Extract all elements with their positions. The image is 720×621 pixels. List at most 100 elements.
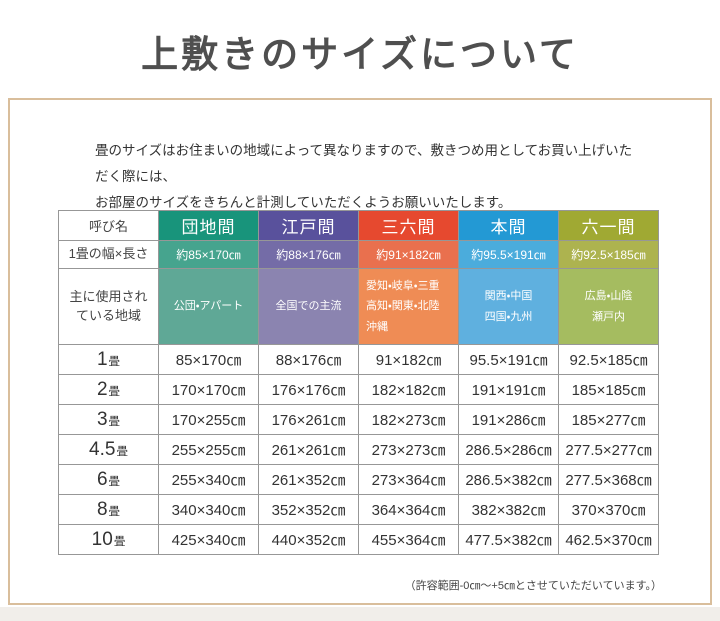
mat-count: 8: [96, 498, 108, 520]
tatami-size-table: 呼び名 団地間 江戸間 三六間 本間 六一間 1畳の幅×長さ 約85×170㎝ …: [58, 210, 659, 555]
cell-2jo-danchima: 170×170㎝: [158, 374, 259, 405]
cell-4-5jo-rokuichima: 277.5×277㎝: [558, 434, 659, 465]
cell-1jo-honma: 95.5×191㎝: [458, 344, 559, 375]
cell-3jo-rokuichima: 185×277㎝: [558, 404, 659, 435]
cell-3jo-honma: 191×286㎝: [458, 404, 559, 435]
one-mat-size-rokuichima: 約92.5×185㎝: [558, 240, 659, 269]
one-mat-size-label: 1畳の幅×長さ: [58, 240, 159, 269]
cell-2jo-rokuichima: 185×185㎝: [558, 374, 659, 405]
column-header-rokuichima: 六一間: [558, 210, 659, 241]
row-label-8jo: 8畳: [58, 494, 159, 525]
mat-unit: 畳: [108, 505, 121, 518]
regions-edoma: 全国での主流: [258, 268, 359, 345]
cell-3jo-sanrokuma: 182×273㎝: [358, 404, 459, 435]
row-4-5jo: 4.5畳 255×255㎝ 261×261㎝ 273×273㎝ 286.5×28…: [58, 434, 659, 465]
cell-6jo-sanrokuma: 273×364㎝: [358, 464, 459, 495]
cell-6jo-edoma: 261×352㎝: [258, 464, 359, 495]
region-line: 四国・九州: [484, 310, 533, 323]
mat-count: 3: [96, 408, 108, 430]
mat-count: 2: [96, 378, 108, 400]
cell-1jo-sanrokuma: 91×182㎝: [358, 344, 459, 375]
mat-unit: 畳: [108, 475, 121, 488]
cell-4-5jo-edoma: 261×261㎝: [258, 434, 359, 465]
cell-1jo-danchima: 85×170㎝: [158, 344, 259, 375]
cell-10jo-honma: 477.5×382㎝: [458, 524, 559, 555]
row-3jo: 3畳 170×255㎝ 176×261㎝ 182×273㎝ 191×286㎝ 1…: [58, 404, 659, 435]
one-mat-size-sanrokuma: 約91×182㎝: [358, 240, 459, 269]
column-header-honma: 本間: [458, 210, 559, 241]
cell-6jo-danchima: 255×340㎝: [158, 464, 259, 495]
cell-8jo-honma: 382×382㎝: [458, 494, 559, 525]
table-header-row: 呼び名 団地間 江戸間 三六間 本間 六一間: [58, 210, 659, 241]
cell-2jo-sanrokuma: 182×182㎝: [358, 374, 459, 405]
cell-6jo-honma: 286.5×382㎝: [458, 464, 559, 495]
row-label-6jo: 6畳: [58, 464, 159, 495]
cell-1jo-rokuichima: 92.5×185㎝: [558, 344, 659, 375]
cell-4-5jo-danchima: 255×255㎝: [158, 434, 259, 465]
mat-count: 6: [96, 468, 108, 490]
row-8jo: 8畳 340×340㎝ 352×352㎝ 364×364㎝ 382×382㎝ 3…: [58, 494, 659, 525]
cell-8jo-rokuichima: 370×370㎝: [558, 494, 659, 525]
mat-count: 10: [91, 528, 113, 550]
one-mat-size-danchima: 約85×170㎝: [158, 240, 259, 269]
one-mat-size-honma: 約95.5×191㎝: [458, 240, 559, 269]
row-6jo: 6畳 255×340㎝ 261×352㎝ 273×364㎝ 286.5×382㎝…: [58, 464, 659, 495]
row-label-1jo: 1畳: [58, 344, 159, 375]
cell-8jo-danchima: 340×340㎝: [158, 494, 259, 525]
region-line: 全国での主流: [275, 300, 342, 313]
region-line: 公団・アパート: [173, 300, 244, 313]
cell-10jo-rokuichima: 462.5×370㎝: [558, 524, 659, 555]
mat-unit: 畳: [108, 355, 121, 368]
cell-4-5jo-sanrokuma: 273×273㎝: [358, 434, 459, 465]
region-line: 高知・関東・北陸: [366, 300, 440, 313]
cell-1jo-edoma: 88×176㎝: [258, 344, 359, 375]
mat-unit: 畳: [113, 535, 126, 548]
region-line: 関西・中国: [484, 290, 533, 303]
regions-label: 主に使用されている地域: [58, 268, 159, 345]
mat-count: 1: [96, 348, 108, 370]
mat-unit: 畳: [108, 385, 121, 398]
intro-line-2: お部屋のサイズをきちんと計測していただくようお願いいたします。: [95, 195, 512, 210]
cell-8jo-edoma: 352×352㎝: [258, 494, 359, 525]
cell-4-5jo-honma: 286.5×286㎝: [458, 434, 559, 465]
one-mat-size-row: 1畳の幅×長さ 約85×170㎝ 約88×176㎝ 約91×182㎝ 約95.5…: [58, 240, 659, 269]
regions-danchima: 公団・アパート: [158, 268, 259, 345]
regions-row: 主に使用されている地域 公団・アパート 全国での主流 愛知・岐阜・三重 高知・関…: [58, 268, 659, 345]
region-line: 広島・山陰: [584, 290, 633, 303]
intro-line-1: 畳のサイズはお住まいの地域によって異なりますので、敷きつめ用としてお買い上げいた…: [95, 143, 633, 184]
row-label-2jo: 2畳: [58, 374, 159, 405]
row-2jo: 2畳 170×170㎝ 176×176㎝ 182×182㎝ 191×191㎝ 1…: [58, 374, 659, 405]
row-10jo: 10畳 425×340㎝ 440×352㎝ 455×364㎝ 477.5×382…: [58, 524, 659, 555]
cell-8jo-sanrokuma: 364×364㎝: [358, 494, 459, 525]
row-label-10jo: 10畳: [58, 524, 159, 555]
bottom-strip: [0, 607, 720, 621]
region-line: 瀬戸内: [592, 310, 625, 323]
regions-sanrokuma: 愛知・岐阜・三重 高知・関東・北陸 沖縄: [358, 268, 459, 345]
mat-unit: 畳: [116, 445, 128, 458]
corner-header: 呼び名: [58, 210, 159, 241]
row-1jo: 1畳 85×170㎝ 88×176㎝ 91×182㎝ 95.5×191㎝ 92.…: [58, 344, 659, 375]
cell-6jo-rokuichima: 277.5×368㎝: [558, 464, 659, 495]
intro-text: 畳のサイズはお住まいの地域によって異なりますので、敷きつめ用としてお買い上げいた…: [95, 138, 640, 216]
row-label-3jo: 3畳: [58, 404, 159, 435]
regions-rokuichima: 広島・山陰 瀬戸内: [558, 268, 659, 345]
regions-honma: 関西・中国 四国・九州: [458, 268, 559, 345]
cell-10jo-edoma: 440×352㎝: [258, 524, 359, 555]
cell-2jo-edoma: 176×176㎝: [258, 374, 359, 405]
column-header-edoma: 江戸間: [258, 210, 359, 241]
cell-10jo-danchima: 425×340㎝: [158, 524, 259, 555]
region-line: 沖縄: [366, 320, 388, 333]
mat-unit: 畳: [108, 415, 121, 428]
cell-2jo-honma: 191×191㎝: [458, 374, 559, 405]
cell-10jo-sanrokuma: 455×364㎝: [358, 524, 459, 555]
one-mat-size-edoma: 約88×176㎝: [258, 240, 359, 269]
mat-count: 4.5: [89, 438, 116, 460]
row-label-4-5jo: 4.5畳: [58, 434, 159, 465]
column-header-danchima: 団地間: [158, 210, 259, 241]
tolerance-footnote: （許容範囲-0㎝〜+5㎝とさせていただいています。）: [404, 580, 662, 592]
page-title: 上敷きのサイズについて: [141, 35, 579, 76]
column-header-sanrokuma: 三六間: [358, 210, 459, 241]
region-line: 愛知・岐阜・三重: [366, 279, 440, 292]
cell-3jo-danchima: 170×255㎝: [158, 404, 259, 435]
